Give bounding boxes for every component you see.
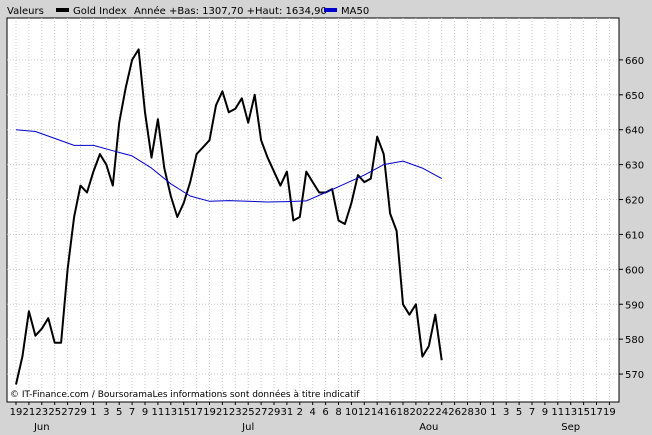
y-tick-label: 620 xyxy=(625,196,644,207)
y-tick-label: 580 xyxy=(625,335,644,346)
x-tick-label: 13 xyxy=(564,407,577,418)
x-tick-label: 18 xyxy=(397,407,410,418)
series-lines xyxy=(15,48,443,385)
x-tick-label: 20 xyxy=(410,407,423,418)
x-tick-label: 22 xyxy=(422,407,435,418)
x-tick-label: 16 xyxy=(384,407,397,418)
legend-ma-name: MA50 xyxy=(341,6,369,17)
x-month-label: Jun xyxy=(33,422,50,433)
x-tick-label: 19 xyxy=(603,407,616,418)
x-tick-label: 15 xyxy=(577,407,590,418)
y-tick-label: 570 xyxy=(625,370,644,381)
x-tick-label: 9 xyxy=(142,407,148,418)
x-tick-label: 23 xyxy=(229,407,242,418)
x-tick-label: 11 xyxy=(152,407,165,418)
y-tick-label: 650 xyxy=(625,91,644,102)
x-month-label: Sep xyxy=(561,422,580,433)
x-tick-label: 5 xyxy=(516,407,522,418)
y-tick-label: 660 xyxy=(625,56,644,67)
y-tick-label: 640 xyxy=(625,126,644,137)
x-month-label: Jul xyxy=(241,422,254,433)
y-tick-label: 590 xyxy=(625,300,644,311)
y-tick-label: 610 xyxy=(625,230,644,241)
x-tick-label: 17 xyxy=(590,407,603,418)
x-tick-label: 29 xyxy=(74,407,87,418)
legend-ma-swatch xyxy=(324,8,337,12)
y-axis: 570 580 590 600 610 620 630 640 650 660 xyxy=(619,56,644,381)
x-tick-label: 19 xyxy=(10,407,23,418)
x-tick-label: 3 xyxy=(503,407,509,418)
legend-series-name: Gold Index xyxy=(73,6,127,17)
x-tick-label: 14 xyxy=(371,407,384,418)
x-tick-label: 25 xyxy=(48,407,61,418)
legend: Valeurs Gold Index Année +Bas: 1307,70 +… xyxy=(7,5,369,17)
x-tick-label: 12 xyxy=(358,407,371,418)
x-tick-label: 24 xyxy=(435,407,448,418)
x-tick-label: 17 xyxy=(190,407,203,418)
x-tick-label: 1 xyxy=(490,407,496,418)
x-tick-label: 25 xyxy=(242,407,255,418)
y-tick-label: 600 xyxy=(625,265,644,276)
x-tick-label: 28 xyxy=(461,407,474,418)
x-tick-label: 27 xyxy=(255,407,268,418)
x-tick-label: 31 xyxy=(281,407,294,418)
x-tick-label: 19 xyxy=(203,407,216,418)
x-tick-label: 7 xyxy=(129,407,135,418)
x-tick-label: 21 xyxy=(23,407,36,418)
legend-series-swatch xyxy=(56,8,69,12)
x-tick-label: 23 xyxy=(35,407,48,418)
x-tick-label: 7 xyxy=(529,407,535,418)
legend-label: Valeurs xyxy=(7,6,44,17)
credit-text: © IT-Finance.com / BoursoramaLes informa… xyxy=(10,389,360,400)
x-tick-label: 27 xyxy=(61,407,74,418)
x-tick-label: 11 xyxy=(551,407,564,418)
legend-range: Année +Bas: 1307,70 +Haut: 1634,90 xyxy=(134,5,327,17)
x-tick-label: 2 xyxy=(297,407,303,418)
x-tick-label: 5 xyxy=(116,407,122,418)
x-axis: 19 21 23 25 27 29 1 3 5 7 9 11 13 15 17 19 21 23 25 27 29 31 2… xyxy=(10,402,616,433)
series-line-gold-index xyxy=(15,48,443,385)
x-tick-label: 15 xyxy=(177,407,190,418)
x-tick-label: 4 xyxy=(310,407,316,418)
series-line-ma50 xyxy=(15,129,442,203)
x-tick-label: 1 xyxy=(90,407,96,418)
x-tick-label: 21 xyxy=(216,407,229,418)
x-tick-label: 9 xyxy=(542,407,548,418)
x-month-label: Aou xyxy=(419,422,438,433)
x-tick-label: 10 xyxy=(345,407,358,418)
x-tick-label: 6 xyxy=(322,407,328,418)
x-tick-label: 26 xyxy=(448,407,461,418)
x-tick-label: 30 xyxy=(474,407,487,418)
grid xyxy=(7,18,619,402)
x-tick-label: 8 xyxy=(335,407,341,418)
x-tick-label: 3 xyxy=(103,407,109,418)
x-tick-label: 13 xyxy=(164,407,177,418)
x-tick-label: 29 xyxy=(268,407,281,418)
y-tick-label: 630 xyxy=(625,161,644,172)
